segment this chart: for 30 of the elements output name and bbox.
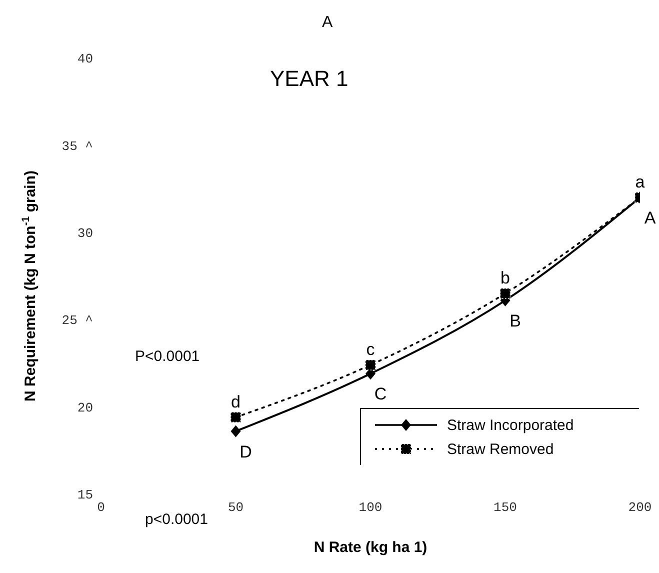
x-tick-label: 0 [97, 500, 105, 516]
annotation: d [231, 392, 240, 412]
x-tick-label: 150 [494, 500, 517, 516]
y-tick-label: 15 [77, 488, 93, 503]
y-tick-label: 20 [77, 400, 93, 416]
point [230, 412, 242, 423]
text: A [322, 14, 333, 32]
annotation: A [644, 208, 656, 228]
x-tick-label: 50 [228, 500, 244, 516]
legend-label: Straw Incorporated [447, 416, 574, 434]
annotation: a [635, 172, 646, 192]
annotation: c [366, 340, 376, 359]
x-axis-title: N Rate (kg ha 1) [314, 539, 428, 556]
annotation: B [510, 311, 521, 330]
y-tick-label: 30 [77, 226, 93, 242]
annotation: D [240, 442, 252, 462]
point [365, 359, 376, 370]
annotation: P<0.0001 [135, 348, 200, 365]
y-tick-label: 25 ^ [62, 313, 93, 328]
x-tick-label: 200 [628, 500, 652, 516]
x-tick-label: 100 [358, 500, 382, 516]
annotation: b [500, 268, 510, 288]
point [230, 425, 241, 438]
point [500, 288, 511, 299]
text: p<0.0001 [145, 511, 208, 528]
chart-title: YEAR 1 [270, 66, 348, 92]
y-tick-label: 35 ^ [62, 138, 93, 154]
annotation: C [374, 384, 387, 404]
legend-label: Straw Removed [447, 440, 554, 458]
y-tick-label: 40 [77, 52, 93, 67]
